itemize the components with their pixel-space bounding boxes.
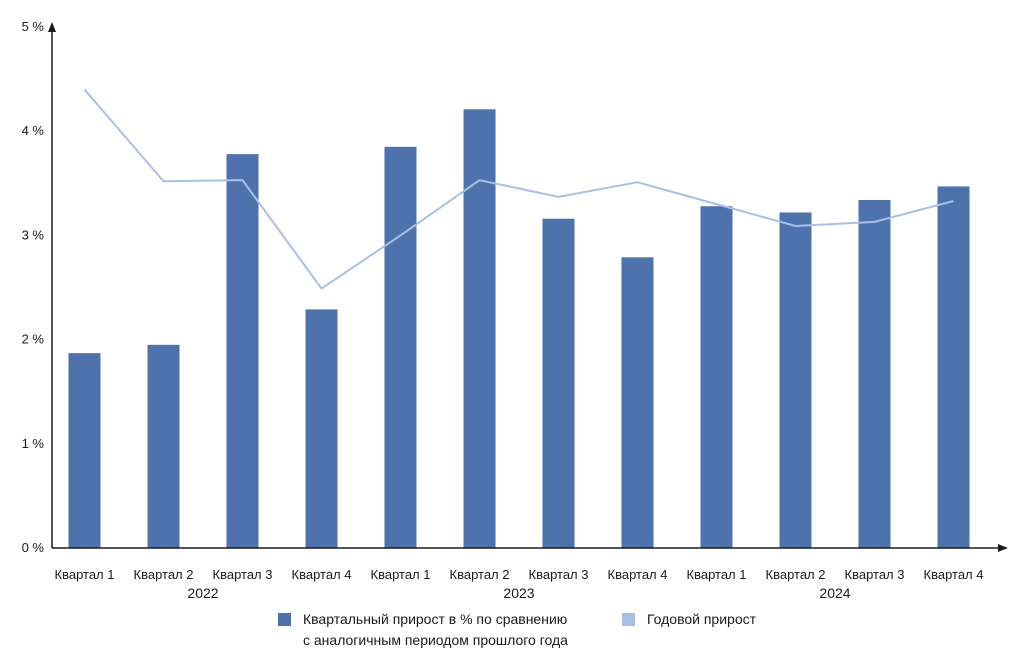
legend-label-quarterly-line1: Квартальный прирост в % по сравнению	[303, 611, 568, 627]
legend-item-annual: Годовой прирост	[622, 609, 756, 630]
x-tick-label: Квартал 4	[292, 567, 352, 582]
x-tick-label: Квартал 1	[55, 567, 115, 582]
y-tick-label: 2 %	[22, 332, 45, 347]
x-tick-label: Квартал 3	[529, 567, 589, 582]
legend-swatch-quarterly	[278, 613, 291, 626]
y-tick-label: 3 %	[22, 227, 45, 242]
x-tick-label: Квартал 2	[766, 567, 826, 582]
bar	[621, 257, 654, 548]
x-tick-label: Квартал 4	[924, 567, 984, 582]
legend-swatch-annual	[622, 613, 635, 626]
year-label: 2024	[819, 585, 850, 601]
bar	[700, 206, 733, 548]
x-tick-label: Квартал 1	[687, 567, 747, 582]
y-tick-label: 1 %	[22, 436, 45, 451]
year-label: 2022	[187, 585, 218, 601]
year-label: 2023	[503, 585, 534, 601]
y-tick-label: 0 %	[22, 540, 45, 555]
bar	[937, 186, 970, 548]
y-tick-label: 4 %	[22, 123, 45, 138]
x-tick-label: Квартал 4	[608, 567, 668, 582]
bar	[463, 109, 496, 549]
bar	[147, 344, 180, 548]
x-tick-label: Квартал 1	[371, 567, 431, 582]
bar	[542, 218, 575, 548]
bar	[384, 146, 417, 548]
bar	[779, 212, 812, 548]
bar-series-quarterly	[68, 109, 970, 549]
line-series-annual	[83, 88, 954, 290]
y-tick-label: 5 %	[22, 19, 45, 34]
y-tick-labels: 0 % 1 % 2 % 3 % 4 % 5 %	[22, 19, 45, 555]
x-tick-label: Квартал 3	[845, 567, 905, 582]
x-tick-label: Квартал 3	[213, 567, 273, 582]
legend-item-quarterly: Квартальный прирост в % по сравнению с ан…	[278, 609, 568, 651]
year-labels: 2022 2023 2024	[187, 585, 850, 601]
bar	[68, 353, 101, 548]
x-tick-labels: Квартал 1 Квартал 2 Квартал 3 Квартал 4 Квар…	[55, 567, 984, 582]
legend-label-annual: Годовой прирост	[647, 611, 757, 627]
bar	[858, 199, 891, 549]
x-tick-label: Квартал 2	[450, 567, 510, 582]
bar	[305, 309, 338, 548]
x-tick-label: Квартал 2	[134, 567, 194, 582]
y-axis-arrow	[48, 22, 56, 32]
axes	[48, 22, 1008, 552]
legend-label-quarterly-line2: с аналогичным периодом прошлого года	[303, 632, 568, 648]
x-axis-arrow	[998, 544, 1008, 552]
bar	[226, 154, 259, 548]
